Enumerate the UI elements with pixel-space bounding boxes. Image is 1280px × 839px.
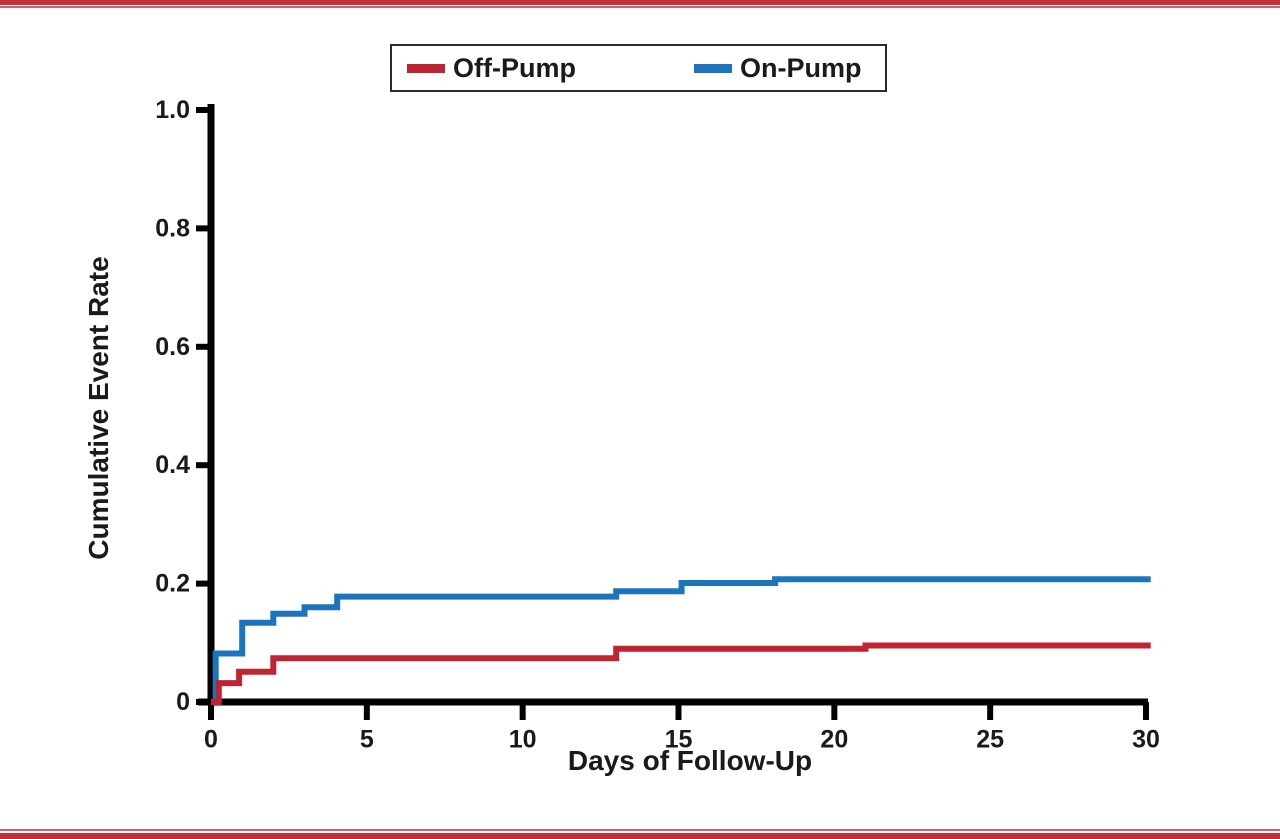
legend: Off-Pump On-Pump (390, 44, 887, 92)
x-tick-label: 0 (204, 726, 218, 754)
on-pump-swatch (693, 63, 732, 73)
series-line-off-pump (211, 642, 1151, 705)
y-tick-label: 1.0 (155, 96, 190, 124)
y-tick-label: 0.4 (155, 451, 190, 479)
series-line-on-pump (211, 576, 1151, 705)
x-tick-label: 20 (820, 726, 848, 754)
top-red-rule-thin (0, 6, 1280, 8)
bottom-red-rule-thin (0, 829, 1280, 831)
y-tick-label: 0.2 (155, 570, 190, 598)
legend-item-off-pump: Off-Pump (407, 52, 576, 83)
y-tick-label: 0.8 (155, 214, 190, 242)
x-tick-label: 25 (976, 726, 1004, 754)
legend-label-on-pump: On-Pump (739, 52, 862, 83)
y-tick-label: 0.6 (155, 333, 190, 361)
x-tick-label: 15 (665, 726, 693, 754)
legend-label-off-pump: Off-Pump (453, 52, 576, 83)
top-red-rule (0, 0, 1280, 5)
x-tick-label: 5 (360, 726, 374, 754)
legend-item-on-pump: On-Pump (693, 52, 862, 83)
y-tick-label: 0 (176, 688, 190, 716)
x-tick-label: 30 (1132, 726, 1160, 754)
off-pump-swatch (407, 63, 445, 73)
x-axis-title: Days of Follow-Up (567, 745, 813, 776)
x-tick-label: 10 (509, 726, 537, 754)
bottom-red-rule (0, 833, 1280, 839)
